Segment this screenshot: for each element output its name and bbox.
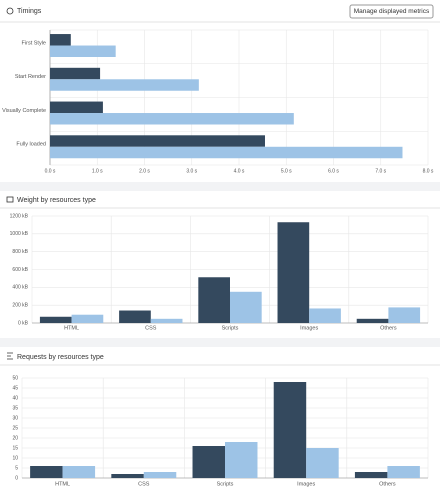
bar [39,316,72,323]
bar [50,146,403,159]
bar [119,310,151,323]
chart-title: Requests by resources type [17,354,104,361]
y-tick-label: 30 [12,415,18,421]
bar [50,101,103,114]
y-tick-label: 200 kB [12,302,28,308]
bar [71,314,104,323]
separator [0,338,440,347]
x-tick-label: 5.0 s [281,168,292,174]
bar [50,135,265,147]
x-tick-label: 3.0 s [186,168,197,174]
bar [388,307,421,323]
bar [387,466,420,478]
x-tick-label: Images [300,325,318,331]
bar [356,318,389,323]
y-tick-label: First Style [22,40,46,46]
bar [225,442,258,478]
bar [50,34,71,46]
bar [50,45,116,57]
chart-title: Weight by resources type [17,197,96,204]
y-tick-label: 50 [12,375,18,381]
y-tick-label: 25 [12,425,18,431]
y-tick-label: 400 kB [12,285,28,291]
bar [111,474,144,478]
x-tick-label: Others [380,325,397,331]
bar [62,466,96,478]
x-tick-label: CSS [138,481,150,487]
y-tick-label: Start Render [15,74,46,80]
separator [0,182,440,191]
y-tick-label: 10 [12,455,18,461]
x-tick-label: Images [297,481,315,487]
bar [277,222,310,323]
x-tick-label: 7.0 s [375,168,386,174]
x-tick-label: 4.0 s [234,168,245,174]
bar [150,318,183,323]
y-tick-label: 5 [15,465,18,471]
bar [30,466,63,478]
y-tick-label: 600 kB [12,267,28,273]
bar [198,277,230,323]
bar [143,472,177,478]
y-tick-label: 45 [12,385,18,391]
y-tick-label: 0 [15,475,18,481]
x-tick-label: CSS [145,325,157,331]
x-tick-label: HTML [64,325,79,331]
bar [230,291,262,323]
x-tick-label: 2.0 s [139,168,150,174]
y-tick-label: 40 [12,395,18,401]
x-tick-label: Scripts [222,325,239,331]
y-tick-label: Fully loaded [16,142,46,148]
chart-title: Timings [17,8,42,15]
x-tick-label: Others [379,481,396,487]
button-box[interactable] [349,4,434,19]
y-tick-label: 15 [12,445,18,451]
y-tick-label: 1200 kB [10,213,29,219]
bar [50,79,199,91]
x-tick-label: Scripts [217,481,234,487]
bar [192,446,225,478]
bar [306,448,339,478]
bar [273,382,307,478]
bar [309,308,341,323]
y-tick-label: 0 kB [18,320,29,326]
x-tick-label: 0.0 s [45,168,56,174]
y-tick-label: Visually Complete [2,108,46,114]
weight-icon [6,196,14,203]
clock-icon [6,7,14,15]
x-tick-label: HTML [55,481,70,487]
bar [50,113,294,125]
y-tick-label: 800 kB [12,249,28,255]
bar [50,67,101,80]
y-tick-label: 1000 kB [10,231,29,237]
x-tick-label: 1.0 s [92,168,103,174]
y-tick-label: 35 [12,405,18,411]
y-tick-label: 20 [12,435,18,441]
button-label[interactable]: Manage displayed metrics [354,8,430,15]
x-tick-label: 8.0 s [423,168,434,174]
x-tick-label: 6.0 s [328,168,339,174]
manage-button[interactable]: Manage displayed metrics [349,4,434,19]
bar [354,472,388,478]
list-icon [7,352,13,360]
